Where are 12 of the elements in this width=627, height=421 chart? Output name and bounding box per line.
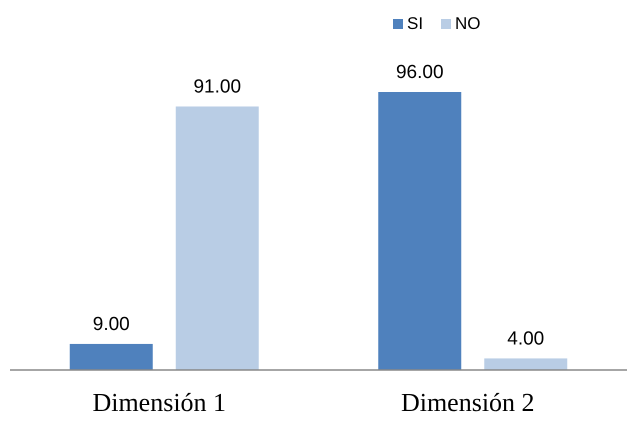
- bar: [176, 106, 259, 370]
- data-label: 9.00: [92, 314, 130, 335]
- x-tick-label: Dimensión 2: [400, 388, 535, 417]
- data-label: 91.00: [193, 76, 242, 98]
- bar: [70, 344, 153, 370]
- bar: [378, 92, 462, 370]
- legend-label: SI: [407, 14, 424, 33]
- x-tick-label: Dimensión 1: [92, 388, 226, 417]
- data-label: 96.00: [396, 62, 444, 83]
- data-label: 4.00: [507, 328, 544, 350]
- bar: [484, 358, 568, 370]
- legend-label: NO: [455, 14, 480, 33]
